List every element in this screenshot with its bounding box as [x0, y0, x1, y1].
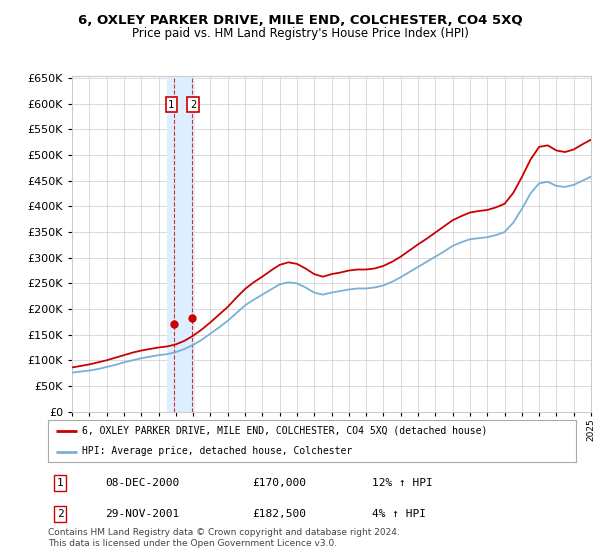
- Text: 4% ↑ HPI: 4% ↑ HPI: [372, 509, 426, 519]
- Text: 1: 1: [168, 100, 175, 110]
- Text: Price paid vs. HM Land Registry's House Price Index (HPI): Price paid vs. HM Land Registry's House …: [131, 27, 469, 40]
- Text: 2: 2: [190, 100, 196, 110]
- Text: 08-DEC-2000: 08-DEC-2000: [105, 478, 179, 488]
- Text: 29-NOV-2001: 29-NOV-2001: [105, 509, 179, 519]
- Text: 6, OXLEY PARKER DRIVE, MILE END, COLCHESTER, CO4 5XQ (detached house): 6, OXLEY PARKER DRIVE, MILE END, COLCHES…: [82, 426, 488, 436]
- Text: £182,500: £182,500: [252, 509, 306, 519]
- Text: Contains HM Land Registry data © Crown copyright and database right 2024.
This d: Contains HM Land Registry data © Crown c…: [48, 528, 400, 548]
- Text: 1: 1: [56, 478, 64, 488]
- Bar: [167, 76, 195, 412]
- Text: 2: 2: [56, 509, 64, 519]
- Text: 12% ↑ HPI: 12% ↑ HPI: [372, 478, 433, 488]
- Text: £170,000: £170,000: [252, 478, 306, 488]
- Text: 6, OXLEY PARKER DRIVE, MILE END, COLCHESTER, CO4 5XQ: 6, OXLEY PARKER DRIVE, MILE END, COLCHES…: [77, 14, 523, 27]
- Text: HPI: Average price, detached house, Colchester: HPI: Average price, detached house, Colc…: [82, 446, 353, 456]
